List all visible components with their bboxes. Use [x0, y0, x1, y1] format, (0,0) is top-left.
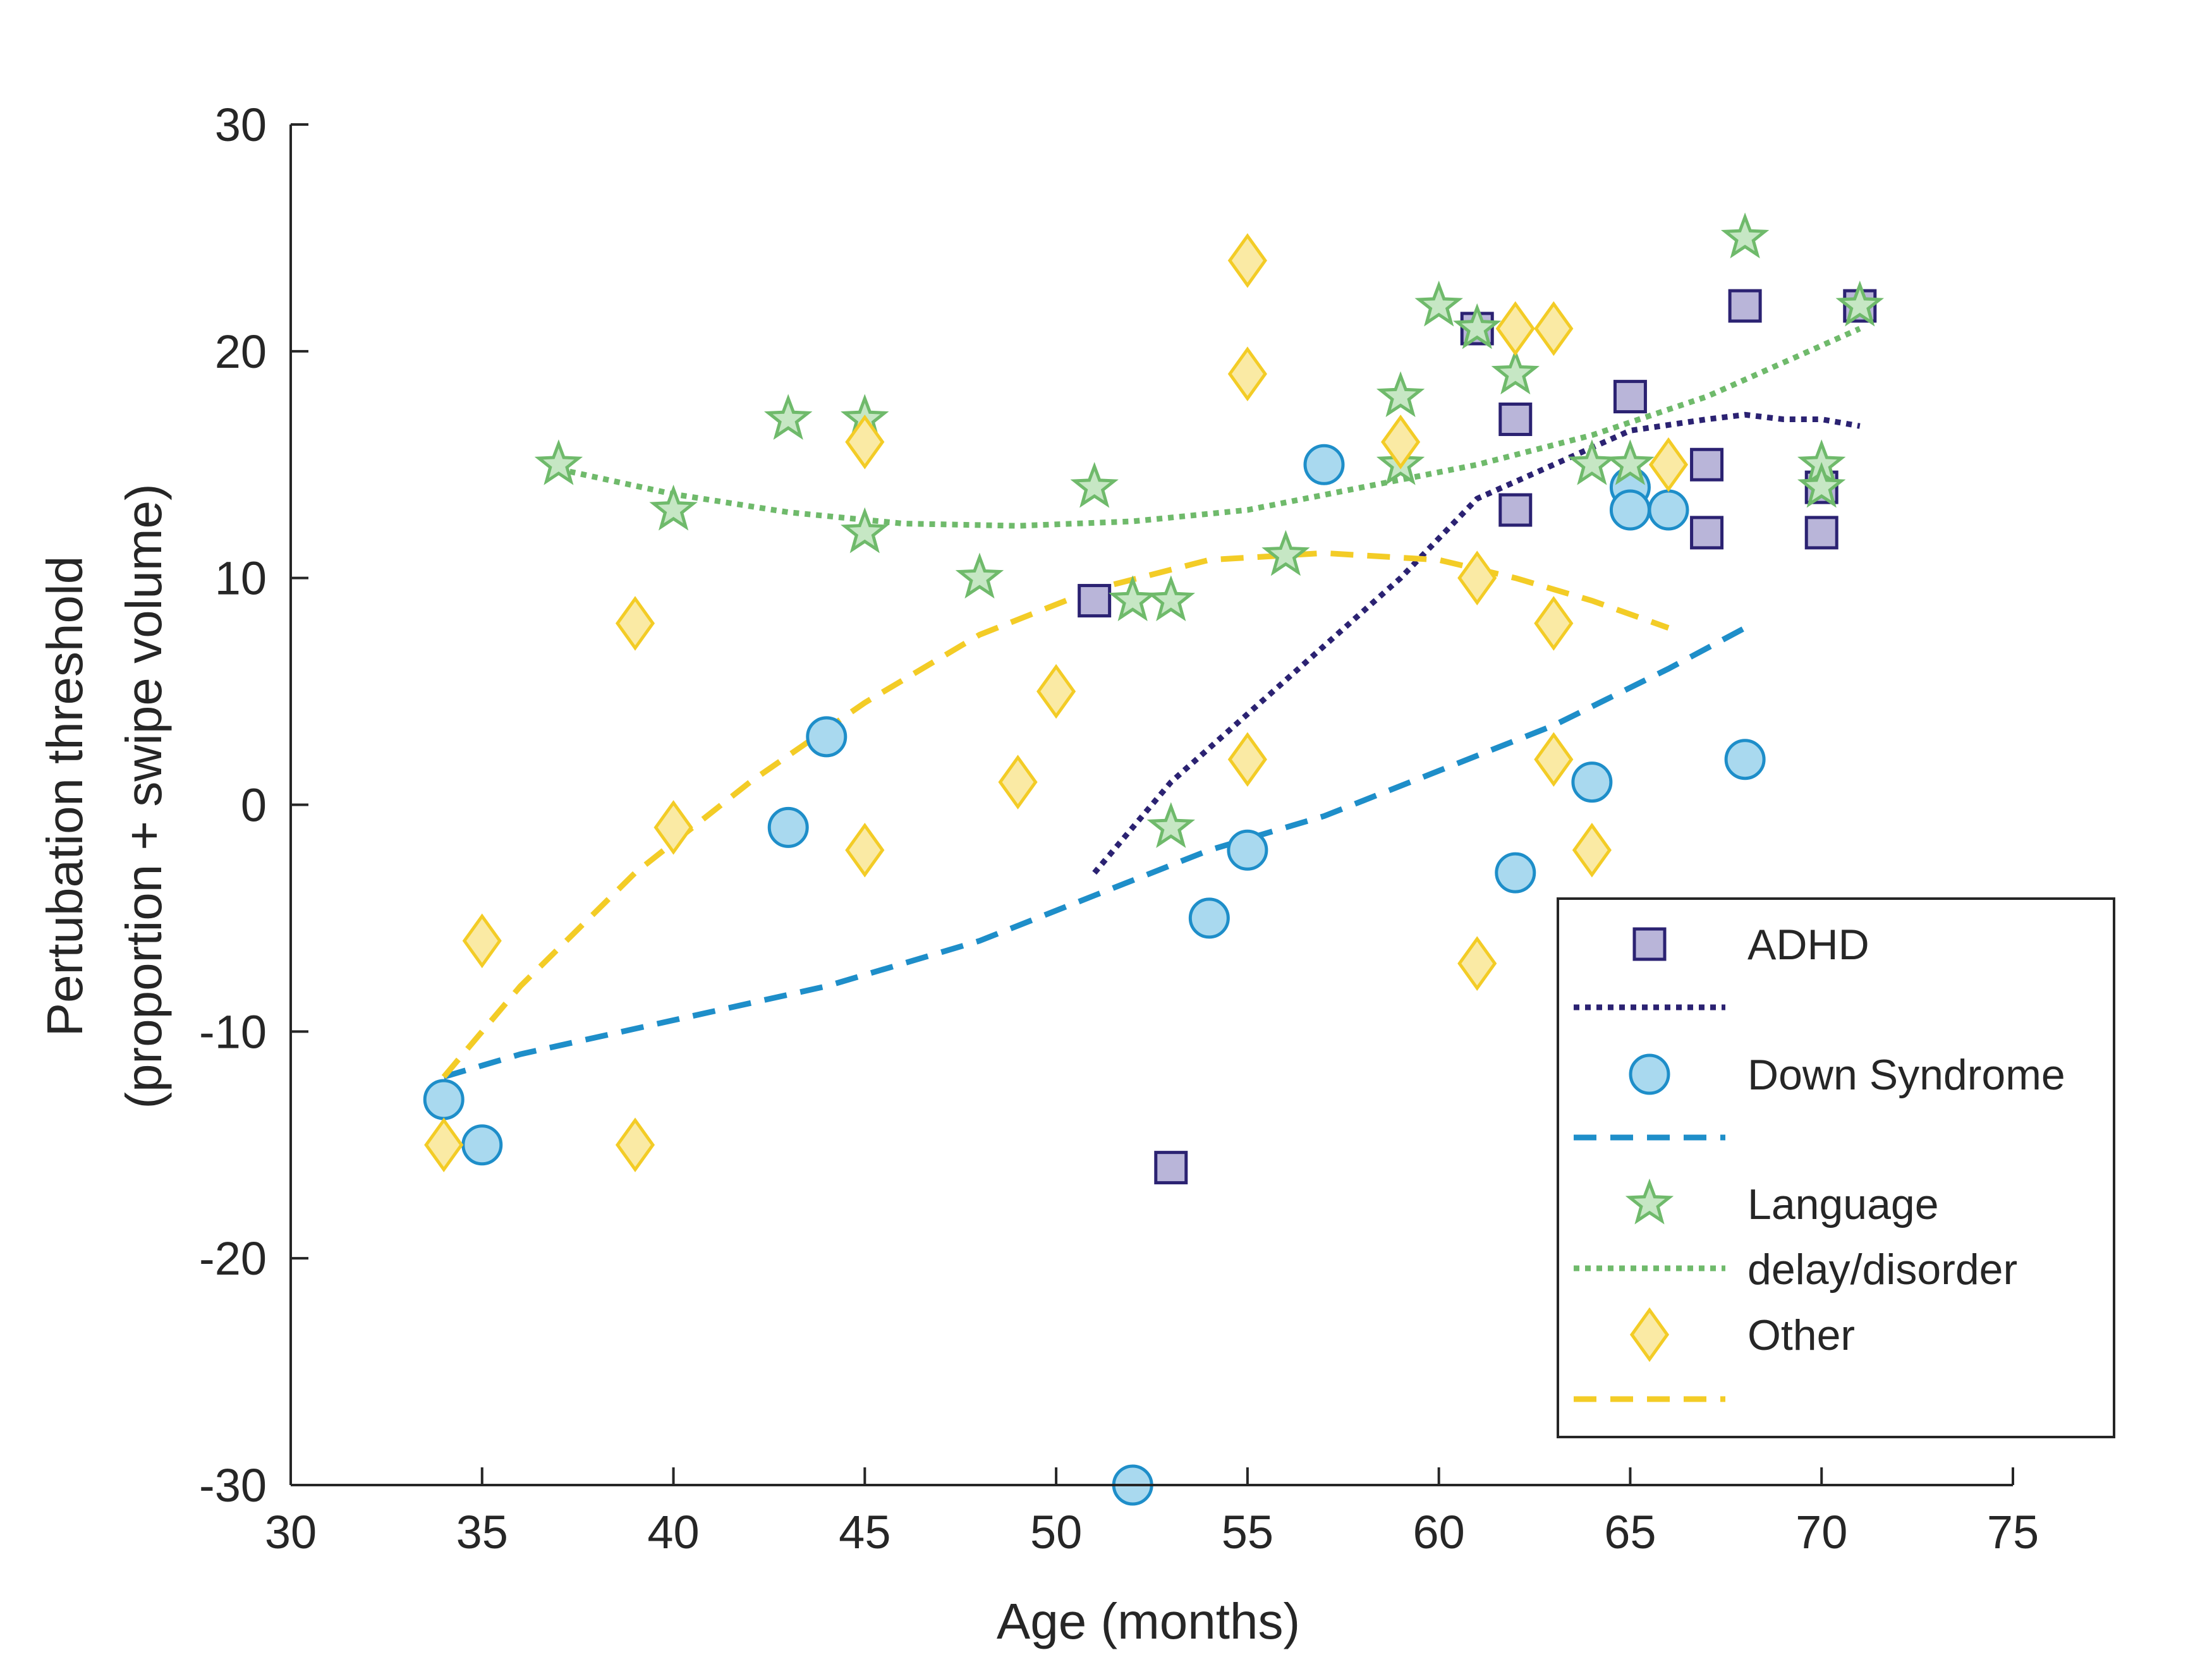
legend: ADHD Down Syndrome Language delay/disorder O…	[1557, 897, 2115, 1438]
data-point-s3-7	[998, 755, 1038, 810]
legend-label-1: Down Syndrome	[1747, 1051, 2065, 1099]
data-point-s2-16	[1567, 439, 1617, 485]
data-point-s2-7	[1109, 575, 1157, 621]
data-point-s2-8	[1146, 575, 1195, 621]
data-point-s3-11	[1227, 732, 1267, 787]
data-point-s3-18	[1534, 732, 1574, 787]
data-point-s3-14	[1457, 936, 1497, 991]
y-axis-label-line-1: Pertubation threshold	[37, 556, 93, 1037]
data-point-s2-13	[1414, 280, 1463, 327]
fit-line-0	[1092, 411, 1861, 875]
data-point-s2-14	[1453, 303, 1502, 349]
y-tick-label-1: -20	[199, 1232, 267, 1285]
data-point-s2-4	[841, 507, 889, 554]
data-point-s1-12	[1648, 489, 1689, 531]
fit-line-2	[557, 325, 1861, 529]
legend-marker-2	[1625, 1178, 1674, 1225]
data-point-s3-12	[1381, 415, 1421, 470]
x-tick-label-9: 75	[1987, 1506, 2039, 1558]
data-point-s0-5	[1613, 380, 1647, 414]
data-point-s0-1	[1154, 1151, 1188, 1185]
y-tick-label-0: -30	[199, 1459, 267, 1512]
y-tick-label-5: 20	[215, 325, 267, 378]
data-point-s3-2	[615, 596, 655, 651]
data-point-s2-2	[764, 394, 813, 440]
data-point-s3-15	[1495, 301, 1535, 356]
data-point-s2-20	[1797, 461, 1846, 508]
data-point-s2-18	[1720, 212, 1770, 258]
data-point-s1-11	[1609, 489, 1651, 531]
x-tick-label-0: 30	[265, 1506, 317, 1558]
data-point-s0-0	[1078, 584, 1112, 618]
data-point-s3-10	[1227, 346, 1267, 402]
data-point-s1-0	[423, 1079, 465, 1120]
legend-label-2-0: Language	[1747, 1180, 1939, 1228]
data-point-s1-3	[806, 716, 848, 758]
data-point-s3-13	[1457, 550, 1497, 605]
x-axis-label: Age (months)	[997, 1593, 1300, 1649]
data-point-s3-20	[1648, 437, 1689, 492]
data-point-s1-7	[1303, 444, 1345, 485]
x-tick-label-5: 55	[1222, 1506, 1273, 1558]
data-point-s2-9	[1146, 802, 1195, 848]
data-point-s1-6	[1227, 829, 1268, 871]
legend-marker-0	[1632, 927, 1667, 961]
data-point-s2-5	[955, 552, 1004, 599]
data-point-s2-17	[1606, 439, 1655, 485]
x-tick-label-7: 65	[1604, 1506, 1656, 1558]
x-tick-label-6: 60	[1413, 1506, 1465, 1558]
y-tick-label-3: 0	[241, 779, 267, 832]
data-point-s1-9	[1571, 761, 1613, 803]
data-point-s2-21	[1835, 280, 1885, 327]
legend-label-2-1: delay/disorder	[1747, 1246, 2017, 1294]
y-tick-label-6: 30	[215, 99, 267, 151]
axes: 30 35 40 45 50 55 60 65 70 75 -30 -20 -10 0 10 20 30	[199, 99, 2039, 1558]
data-point-s2-0	[534, 439, 583, 485]
y-axis-label-line-2: (proportion + swipe volume)	[116, 483, 172, 1108]
data-point-s0-3	[1498, 402, 1533, 436]
data-point-s3-19	[1572, 822, 1612, 878]
x-tick-label-3: 45	[839, 1506, 890, 1558]
legend-label-0: ADHD	[1747, 921, 1869, 969]
data-point-s2-11	[1376, 371, 1425, 418]
data-point-s3-8	[1036, 664, 1076, 719]
x-tick-label-4: 50	[1030, 1506, 1082, 1558]
data-point-s1-5	[1188, 897, 1230, 939]
data-points	[423, 212, 1885, 1506]
data-point-s1-2	[767, 806, 809, 848]
data-point-s3-6	[845, 822, 885, 878]
legend-marker-1	[1629, 1053, 1670, 1095]
data-point-s3-17	[1534, 596, 1574, 651]
y-tick-label-4: 10	[215, 552, 267, 605]
data-point-s0-10	[1804, 516, 1838, 550]
y-tick-label-2: -10	[199, 1005, 267, 1058]
x-tick-label-1: 35	[456, 1506, 508, 1558]
data-point-s3-0	[424, 1117, 464, 1173]
fit-line-1	[442, 625, 1747, 1080]
x-tick-label-8: 70	[1796, 1506, 1847, 1558]
data-point-s2-10	[1261, 530, 1310, 576]
data-point-s0-8	[1728, 289, 1762, 323]
data-point-s3-4	[653, 800, 693, 855]
data-point-s3-3	[615, 1117, 655, 1173]
data-point-s1-13	[1724, 739, 1766, 780]
data-point-s2-15	[1491, 348, 1540, 395]
data-point-s3-9	[1227, 233, 1267, 288]
data-point-s1-1	[461, 1124, 503, 1166]
legend-label-3: Other	[1747, 1311, 1855, 1359]
data-point-s3-1	[462, 913, 502, 969]
data-point-s0-7	[1690, 516, 1724, 550]
data-point-s3-5	[845, 415, 885, 470]
data-point-s0-6	[1690, 447, 1724, 482]
x-tick-label-2: 40	[647, 1506, 699, 1558]
data-point-s2-1	[649, 484, 698, 531]
data-point-s0-4	[1498, 493, 1533, 527]
data-point-s1-8	[1495, 852, 1536, 894]
data-point-s3-16	[1534, 301, 1574, 356]
legend-marker-3	[1629, 1307, 1670, 1362]
data-point-s2-6	[1070, 461, 1119, 508]
